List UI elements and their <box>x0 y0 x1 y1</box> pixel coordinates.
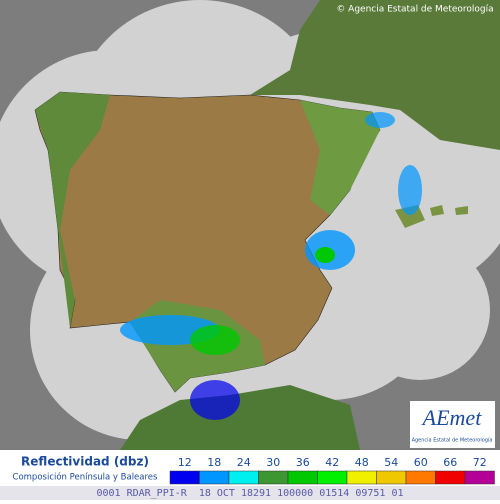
legend-label: 48 <box>355 456 369 469</box>
footer-code: 0001 RDAR_PPI-R 18 OCT 18291 100000 0151… <box>96 488 403 499</box>
legend-label: 54 <box>384 456 398 469</box>
legend-swatch <box>228 470 259 485</box>
copyright: © Agencia Estatal de Meteorología <box>336 5 493 15</box>
legend-title: Reflectividad (dbz) <box>21 455 149 469</box>
logo-brand: AEmet <box>421 405 483 430</box>
legend-swatch <box>258 470 289 485</box>
legend-label: 60 <box>414 456 428 469</box>
legend-label: 42 <box>325 456 339 469</box>
legend-swatch <box>169 470 200 485</box>
legend-swatch <box>435 470 466 485</box>
legend-subtitle: Composición Península y Baleares <box>13 472 159 483</box>
legend-label: 24 <box>237 456 251 469</box>
legend-scale: 12 18 24 30 36 42 48 54 60 66 72 <box>169 456 495 485</box>
footer-bar <box>0 486 500 500</box>
legend-swatch <box>376 470 407 485</box>
radar-echoes <box>120 112 422 420</box>
legend-label: 12 <box>178 456 192 469</box>
legend-label: 36 <box>296 456 310 469</box>
legend-swatch <box>346 470 377 485</box>
legend-swatch <box>317 470 348 485</box>
legend-swatch <box>405 470 436 485</box>
legend-label: 72 <box>473 456 487 469</box>
legend-label: 18 <box>207 456 221 469</box>
legend-label: 30 <box>266 456 280 469</box>
land <box>34 0 500 450</box>
logo-subtitle: Agencia Estatal de Meteorología <box>412 437 493 444</box>
logo-box <box>410 401 495 448</box>
legend-swatch <box>199 470 230 485</box>
legend-swatch <box>464 470 495 485</box>
legend-swatch <box>287 470 318 485</box>
legend-label: 66 <box>443 456 457 469</box>
